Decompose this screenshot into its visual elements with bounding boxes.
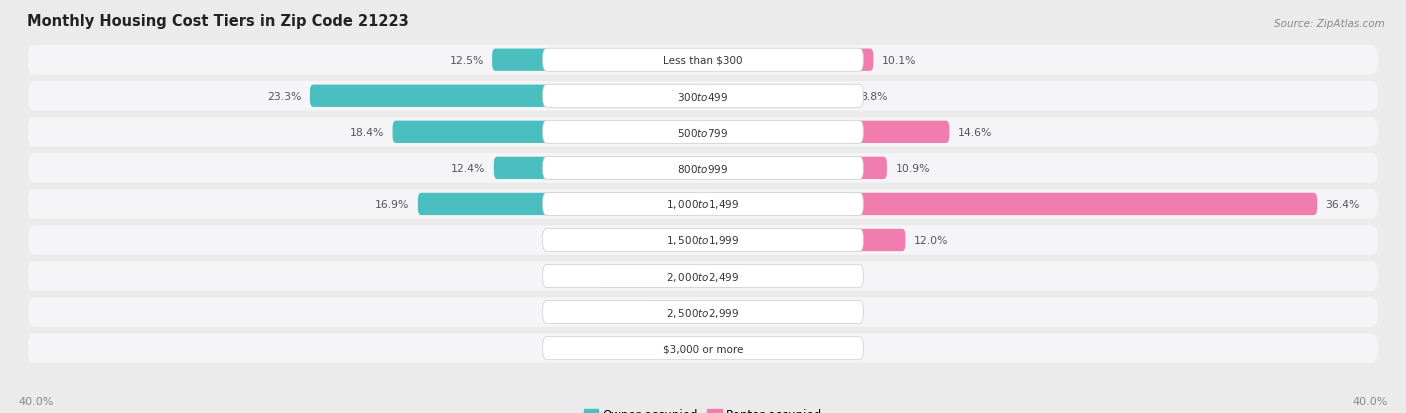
Text: $500 to $799: $500 to $799: [678, 126, 728, 138]
FancyBboxPatch shape: [392, 121, 703, 144]
Text: $2,500 to $2,999: $2,500 to $2,999: [666, 306, 740, 319]
Text: 16.9%: 16.9%: [375, 199, 409, 209]
Text: 10.1%: 10.1%: [882, 56, 917, 66]
FancyBboxPatch shape: [703, 157, 887, 180]
FancyBboxPatch shape: [28, 118, 1378, 147]
FancyBboxPatch shape: [28, 82, 1378, 111]
Text: Monthly Housing Cost Tiers in Zip Code 21223: Monthly Housing Cost Tiers in Zip Code 2…: [27, 14, 409, 29]
FancyBboxPatch shape: [543, 265, 863, 288]
FancyBboxPatch shape: [418, 193, 703, 216]
FancyBboxPatch shape: [28, 190, 1378, 219]
Text: $1,500 to $1,999: $1,500 to $1,999: [666, 234, 740, 247]
Text: 40.0%: 40.0%: [18, 396, 53, 406]
FancyBboxPatch shape: [28, 298, 1378, 327]
Text: Source: ZipAtlas.com: Source: ZipAtlas.com: [1274, 19, 1385, 28]
Text: 23.3%: 23.3%: [267, 92, 301, 102]
FancyBboxPatch shape: [596, 265, 703, 287]
FancyBboxPatch shape: [543, 49, 863, 72]
Text: $3,000 or more: $3,000 or more: [662, 343, 744, 353]
Text: 8.8%: 8.8%: [860, 92, 887, 102]
Text: 18.4%: 18.4%: [350, 128, 384, 138]
FancyBboxPatch shape: [543, 229, 863, 252]
FancyBboxPatch shape: [703, 85, 852, 108]
FancyBboxPatch shape: [543, 85, 863, 108]
Text: 14.6%: 14.6%: [957, 128, 993, 138]
Text: 0.42%: 0.42%: [718, 343, 754, 353]
FancyBboxPatch shape: [28, 46, 1378, 75]
Text: 3.5%: 3.5%: [607, 307, 636, 317]
FancyBboxPatch shape: [28, 334, 1378, 363]
Text: 40.0%: 40.0%: [1353, 396, 1388, 406]
FancyBboxPatch shape: [689, 337, 703, 359]
Text: 5.9%: 5.9%: [568, 235, 595, 245]
FancyBboxPatch shape: [703, 229, 905, 252]
FancyBboxPatch shape: [28, 261, 1378, 291]
Text: $2,000 to $2,499: $2,000 to $2,499: [666, 270, 740, 283]
Text: 12.5%: 12.5%: [450, 56, 484, 66]
FancyBboxPatch shape: [543, 301, 863, 324]
FancyBboxPatch shape: [543, 157, 863, 180]
FancyBboxPatch shape: [703, 121, 949, 144]
FancyBboxPatch shape: [603, 229, 703, 252]
FancyBboxPatch shape: [703, 301, 706, 323]
FancyBboxPatch shape: [309, 85, 703, 108]
Text: Less than $300: Less than $300: [664, 56, 742, 66]
Text: 0.17%: 0.17%: [714, 307, 749, 317]
Text: 10.9%: 10.9%: [896, 164, 929, 173]
FancyBboxPatch shape: [703, 193, 1317, 216]
FancyBboxPatch shape: [28, 225, 1378, 255]
FancyBboxPatch shape: [543, 121, 863, 144]
FancyBboxPatch shape: [644, 301, 703, 323]
Text: 2.6%: 2.6%: [755, 271, 783, 281]
Text: 12.0%: 12.0%: [914, 235, 949, 245]
FancyBboxPatch shape: [543, 337, 863, 360]
FancyBboxPatch shape: [494, 157, 703, 180]
Text: $1,000 to $1,499: $1,000 to $1,499: [666, 198, 740, 211]
Text: $300 to $499: $300 to $499: [678, 90, 728, 102]
Text: 0.84%: 0.84%: [645, 343, 681, 353]
Text: $800 to $999: $800 to $999: [678, 162, 728, 174]
FancyBboxPatch shape: [703, 50, 873, 72]
FancyBboxPatch shape: [703, 265, 747, 287]
FancyBboxPatch shape: [28, 154, 1378, 183]
Legend: Owner-occupied, Renter-occupied: Owner-occupied, Renter-occupied: [579, 404, 827, 413]
Text: 6.3%: 6.3%: [561, 271, 588, 281]
Text: 36.4%: 36.4%: [1326, 199, 1360, 209]
FancyBboxPatch shape: [543, 193, 863, 216]
FancyBboxPatch shape: [492, 50, 703, 72]
Text: 12.4%: 12.4%: [451, 164, 485, 173]
FancyBboxPatch shape: [703, 337, 710, 359]
